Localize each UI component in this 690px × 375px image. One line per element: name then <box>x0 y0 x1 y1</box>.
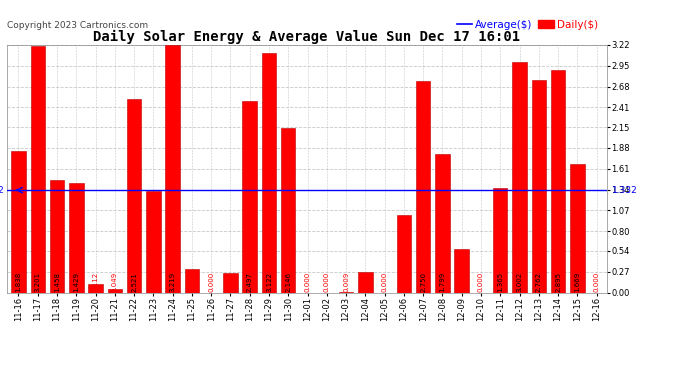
Text: 0.009: 0.009 <box>343 272 349 292</box>
Bar <box>531 80 546 292</box>
Text: 0.000: 0.000 <box>593 272 600 292</box>
Text: 1.365: 1.365 <box>497 272 503 292</box>
Text: 0.000: 0.000 <box>304 272 310 292</box>
Text: 1.458: 1.458 <box>54 272 60 292</box>
Text: 3.219: 3.219 <box>170 272 176 292</box>
Bar <box>455 249 469 292</box>
Text: Copyright 2023 Cartronics.com: Copyright 2023 Cartronics.com <box>7 21 148 30</box>
Bar <box>224 273 237 292</box>
Legend: Average($), Daily($): Average($), Daily($) <box>453 15 602 34</box>
Bar <box>262 53 276 292</box>
Bar <box>166 45 180 292</box>
Text: 1.332: 1.332 <box>612 186 638 195</box>
Text: 1.005: 1.005 <box>401 272 407 292</box>
Text: 2.521: 2.521 <box>131 272 137 292</box>
Text: 2.750: 2.750 <box>420 272 426 292</box>
Text: 0.000: 0.000 <box>382 272 388 292</box>
Text: 2.146: 2.146 <box>285 272 291 292</box>
Text: 2.762: 2.762 <box>536 272 542 292</box>
Bar <box>435 154 450 292</box>
Bar <box>11 151 26 292</box>
Bar <box>69 183 83 292</box>
Text: 3.201: 3.201 <box>34 272 41 292</box>
Bar <box>493 188 507 292</box>
Text: 1.429: 1.429 <box>73 272 79 292</box>
Text: 0.560: 0.560 <box>459 272 464 292</box>
Text: 0.270: 0.270 <box>362 272 368 292</box>
Bar <box>512 62 526 292</box>
Text: 3.002: 3.002 <box>517 272 522 292</box>
Bar <box>551 70 565 292</box>
Bar <box>146 191 161 292</box>
Bar <box>281 128 295 292</box>
Bar <box>416 81 431 292</box>
Bar <box>185 269 199 292</box>
Text: 0.308: 0.308 <box>189 272 195 292</box>
Bar <box>30 46 45 292</box>
Bar <box>127 99 141 292</box>
Bar <box>88 284 103 292</box>
Bar <box>570 164 584 292</box>
Bar <box>242 100 257 292</box>
Text: 0.000: 0.000 <box>324 272 330 292</box>
Bar <box>358 272 373 292</box>
Text: 1.669: 1.669 <box>574 272 580 292</box>
Text: 0.112: 0.112 <box>92 272 99 292</box>
Bar <box>108 289 122 292</box>
Text: 3.122: 3.122 <box>266 272 272 292</box>
Text: 1.319: 1.319 <box>150 272 157 292</box>
Text: 1.332: 1.332 <box>0 186 5 195</box>
Text: 2.895: 2.895 <box>555 272 561 292</box>
Title: Daily Solar Energy & Average Value Sun Dec 17 16:01: Daily Solar Energy & Average Value Sun D… <box>93 30 521 44</box>
Text: 1.838: 1.838 <box>15 272 21 292</box>
Text: 0.259: 0.259 <box>228 272 233 292</box>
Bar <box>50 180 64 292</box>
Text: 0.049: 0.049 <box>112 272 118 292</box>
Bar <box>397 215 411 292</box>
Text: 1.799: 1.799 <box>440 272 446 292</box>
Text: 0.000: 0.000 <box>478 272 484 292</box>
Text: 0.000: 0.000 <box>208 272 214 292</box>
Text: 2.497: 2.497 <box>247 272 253 292</box>
